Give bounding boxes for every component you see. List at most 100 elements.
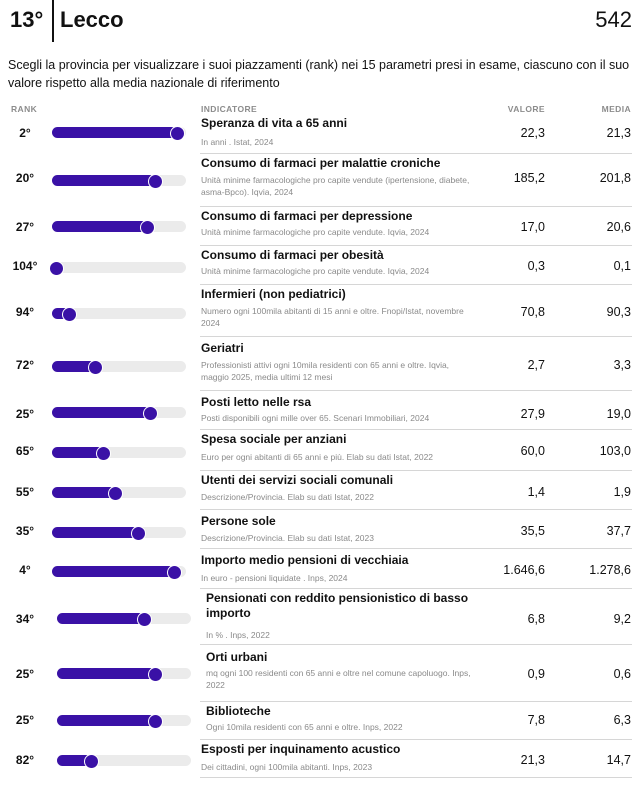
table-row[interactable]: 34° Pensionati con reddito pensionistico … [0, 589, 644, 645]
indicator-title: Infermieri (non pediatrici) [201, 287, 346, 301]
table-row[interactable]: 104° Consumo di farmaci per obesità Unità … [0, 246, 644, 285]
indicator-title: Orti urbani [206, 650, 268, 664]
rank-bar [52, 360, 186, 375]
indicator-value: 0,3 [527, 259, 545, 273]
rank-bar-fill [52, 527, 138, 538]
indicator-title: Esposti per inquinamento acustico [201, 742, 401, 756]
rank-bar-knob [143, 406, 158, 421]
table-row[interactable]: 25° Orti urbani mq ogni 100 residenti con … [0, 645, 644, 702]
table-row[interactable]: 65° Spesa sociale per anziani Euro per ogn… [0, 430, 644, 471]
indicator-source: Unità minime farmacologiche pro capite v… [201, 227, 430, 237]
table-row[interactable]: 94° Infermieri (non pediatrici) Numero ogn… [0, 285, 644, 337]
rank-bar-knob [140, 220, 155, 235]
indicator-average: 9,2 [613, 612, 631, 626]
row-divider [200, 739, 632, 740]
rank-bar-fill [57, 755, 91, 766]
rank-bar [57, 667, 191, 682]
table-row[interactable]: 72° Geriatri Professionisti attivi ogni 10… [0, 337, 644, 391]
rank-bar-fill [52, 127, 177, 138]
table-row[interactable]: 25° Biblioteche Ogni 10mila residenti con … [0, 702, 644, 740]
table-row[interactable]: 55° Utenti dei servizi sociali comunali De… [0, 471, 644, 510]
table-row[interactable]: 82° Esposti per inquinamento acustico Dei … [0, 740, 644, 778]
indicator-source: Descrizione/Provincia. Elab su dati Ista… [201, 533, 374, 543]
indicator-average: 21,3 [606, 126, 631, 140]
indicator-average: 6,3 [613, 713, 631, 727]
indicator-value: 17,0 [520, 220, 545, 234]
column-header-rank: RANK [11, 104, 38, 114]
table-row[interactable]: 35° Persone sole Descrizione/Provincia. El… [0, 510, 644, 549]
indicator-value: 185,2 [513, 171, 545, 185]
indicator-title: Importo medio pensioni di vecchiaia [201, 553, 409, 567]
indicator-source: Numero ogni 100mila abitanti di 15 anni … [201, 306, 464, 328]
table-row[interactable]: 27° Consumo di farmaci per depressione Uni… [0, 207, 644, 246]
rank-bar [57, 714, 191, 729]
indicator-value: 0,9 [527, 667, 545, 681]
row-rank: 82° [15, 753, 35, 767]
header-divider [52, 0, 54, 42]
column-header-value: VALORE [507, 104, 545, 114]
rank-bar-knob [131, 526, 146, 541]
row-rank: 34° [15, 612, 35, 626]
indicator-average: 19,0 [606, 407, 631, 421]
rank-bar [57, 754, 191, 769]
table-row[interactable]: 20° Consumo di farmaci per malattie croni… [0, 154, 644, 207]
indicator-title: Consumo di farmaci per obesità [201, 248, 384, 262]
row-rank: 55° [15, 485, 35, 499]
overall-score: 542 [595, 7, 632, 32]
rank-bar-knob [108, 486, 123, 501]
rank-bar [52, 307, 186, 322]
rank-bar-knob [137, 612, 152, 627]
row-divider [200, 336, 632, 337]
indicator-average: 37,7 [606, 524, 631, 538]
row-divider [200, 509, 632, 510]
indicator-title: Persone sole [201, 514, 276, 528]
indicator-source: Unità minime farmacologiche pro capite v… [201, 175, 470, 197]
row-rank: 27° [15, 220, 35, 234]
indicator-value: 60,0 [520, 444, 545, 458]
row-rank: 104° [12, 259, 38, 273]
rank-bar [52, 220, 186, 235]
row-divider [200, 284, 632, 285]
rank-bar [49, 261, 186, 276]
rank-bar-fill [52, 566, 174, 577]
indicator-title: Geriatri [201, 341, 244, 355]
rank-bar-knob [148, 174, 163, 189]
indicator-average: 1,9 [613, 485, 631, 499]
indicator-value: 27,9 [520, 407, 545, 421]
indicator-source: Professionisti attivi ogni 10mila reside… [201, 360, 450, 382]
rank-bar [57, 612, 191, 627]
overall-rank: 13° [10, 7, 44, 32]
rank-bar-fill [57, 613, 144, 624]
indicator-value: 35,5 [520, 524, 545, 538]
row-divider [200, 588, 632, 589]
rank-bar [52, 486, 186, 501]
indicator-average: 14,7 [606, 753, 631, 767]
rank-bar-knob [148, 714, 163, 729]
row-rank: 4° [19, 563, 31, 577]
rank-bar [52, 406, 186, 421]
rank-bar [52, 126, 186, 141]
indicator-title: Consumo di farmaci per depressione [201, 209, 413, 223]
rank-bar [52, 565, 186, 580]
table-row[interactable]: 4° Importo medio pensioni di vecchiaia In … [0, 549, 644, 589]
indicator-average: 3,3 [613, 358, 631, 372]
indicator-title: Pensionati con reddito pensionistico di … [206, 591, 469, 620]
rank-bar-fill [52, 308, 69, 319]
indicator-value: 6,8 [527, 612, 545, 626]
indicator-title: Speranza di vita a 65 anni [201, 116, 348, 130]
rank-bar-fill [52, 361, 95, 372]
rank-bar-knob [88, 360, 103, 375]
row-divider [200, 429, 632, 430]
rank-bar-knob [84, 754, 99, 769]
province-name: Lecco [60, 7, 124, 32]
row-divider [200, 777, 632, 778]
table-row[interactable]: 25° Posti letto nelle rsa Posti disponibil… [0, 391, 644, 430]
indicator-average: 0,1 [613, 259, 631, 273]
indicator-source: Posti disponibili ogni mille over 65. Sc… [201, 413, 430, 423]
row-rank: 2° [19, 126, 31, 140]
indicator-value: 2,7 [527, 358, 545, 372]
indicator-average: 90,3 [606, 305, 631, 319]
indicator-source: Descrizione/Provincia. Elab su dati Ista… [201, 492, 374, 502]
table-row[interactable]: 2° Speranza di vita a 65 anni In anni . Is… [0, 116, 644, 154]
row-divider [200, 548, 632, 549]
